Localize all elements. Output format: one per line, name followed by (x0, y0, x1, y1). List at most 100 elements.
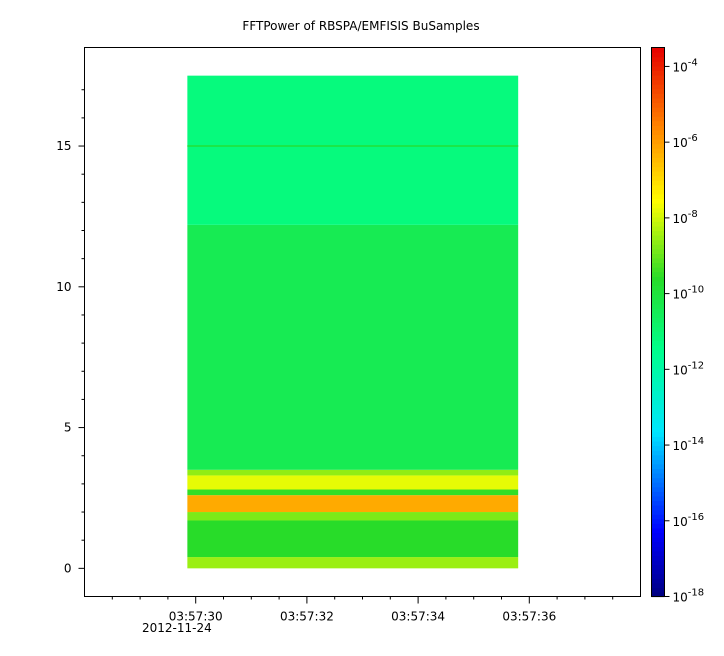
heatmap-band-1 (187, 520, 519, 558)
colorbar-segment (651, 486, 665, 492)
colorbar-segment (651, 56, 665, 62)
colorbar-segment (651, 221, 665, 227)
colorbar-segment (651, 491, 665, 497)
colorbar-segment (651, 125, 665, 131)
colorbar-segment (651, 445, 665, 451)
colorbar-segment (651, 303, 665, 309)
colorbar-segment (651, 381, 665, 387)
colorbar-segment (651, 569, 665, 575)
colorbar-segment (651, 134, 665, 140)
colorbar-segment (651, 514, 665, 520)
colorbar-segment (651, 280, 665, 286)
colorbar-segment (651, 344, 665, 351)
colorbar-segment (651, 349, 665, 355)
colorbar-segment (651, 166, 665, 172)
colorbar-segment (651, 203, 665, 209)
colorbar-segment (651, 459, 665, 465)
colorbar-segment (651, 322, 665, 328)
heatmap-band-6 (187, 469, 519, 476)
colorbar-segment (651, 152, 665, 158)
colorbar-segment (651, 294, 665, 300)
colorbar-segment (651, 193, 665, 200)
colorbar-segment (651, 74, 665, 81)
colorbar-segment (651, 47, 665, 53)
colorbar-segment (651, 61, 665, 67)
colorbar-segment (651, 340, 665, 346)
colorbar-segment (651, 267, 665, 273)
colorbar-segment (651, 358, 665, 364)
colorbar-segment (651, 505, 665, 511)
colorbar-segment (651, 257, 665, 264)
colorbar-segment (651, 139, 665, 145)
colorbar-segment (651, 354, 665, 360)
colorbar-segment (651, 541, 665, 547)
y-tick-label: 15 (56, 139, 71, 153)
colorbar-segment (651, 97, 665, 103)
colorbar-segment (651, 317, 665, 323)
colorbar-segment (651, 372, 665, 378)
colorbar-segment (651, 326, 665, 332)
colorbar-segment (651, 299, 665, 305)
colorbar-tick-label: 10-12 (673, 360, 705, 377)
colorbar-segment (651, 546, 665, 552)
colorbar-segment (651, 537, 665, 543)
colorbar-segment (651, 116, 665, 122)
colorbar-segment (651, 427, 665, 433)
y-axis: 0 5 10 15 (56, 89, 85, 575)
colorbar-segment (651, 390, 665, 396)
colorbar-segment (651, 216, 665, 222)
colorbar-segment (651, 289, 665, 296)
colorbar-segment (651, 171, 665, 177)
colorbar-tick-label: 10-16 (673, 512, 705, 529)
colorbar-segment (651, 93, 665, 99)
colorbar-segment (651, 106, 665, 113)
colorbar-segment (651, 189, 665, 195)
colorbar-segment (651, 367, 665, 373)
colorbar-segment (651, 408, 665, 415)
colorbar-segment (651, 225, 665, 232)
colorbar-frame (651, 47, 665, 597)
colorbar-segment (651, 450, 665, 456)
colorbar-segment (651, 550, 665, 556)
colorbar: 10-4 10-6 10-8 10-10 10-12 10-14 10-16 10-18 (651, 47, 705, 605)
colorbar-segment (651, 79, 665, 85)
x-axis-date-label: 2012-11-24 (142, 621, 212, 635)
colorbar-segment (651, 175, 665, 181)
heatmap-band-8 (187, 75, 519, 225)
colorbar-segment (651, 148, 665, 154)
colorbar-segment (651, 482, 665, 488)
colorbar-segment (651, 184, 665, 190)
colorbar-tick-label: 10-10 (673, 285, 705, 302)
chart-title: FFTPower of RBSPA/EMFISIS BuSamples (242, 19, 479, 33)
colorbar-tick-label: 10-4 (673, 57, 698, 74)
x-tick-label: 03:57:32 (280, 610, 334, 624)
colorbar-segment (651, 436, 665, 442)
colorbar-segment (651, 578, 665, 584)
colorbar-segment (651, 207, 665, 213)
colorbar-segment (651, 555, 665, 561)
colorbar-segment (651, 399, 665, 405)
colorbar-segment (651, 454, 665, 460)
x-tick-label: 03:57:36 (502, 610, 556, 624)
heatmap-band-2 (187, 512, 519, 521)
spectrogram-heatmap (187, 75, 519, 569)
colorbar-segment (651, 276, 665, 282)
colorbar-segment (651, 212, 665, 218)
colorbar-segment (651, 331, 665, 337)
colorbar-tick-label: 10-14 (673, 436, 705, 453)
heatmap-band-7 (187, 224, 519, 470)
colorbar-segment (651, 198, 665, 204)
colorbar-segment (651, 88, 665, 94)
x-axis: 2012-11-24 03:57:30 03:57:32 03:57:34 03:57… (111, 596, 614, 635)
chart-title-group: FFTPower of RBSPA/EMFISIS BuSamples (242, 19, 479, 33)
colorbar-segment (651, 271, 665, 277)
y-tick-label: 5 (64, 421, 72, 435)
colorbar-segment (651, 52, 665, 58)
colorbar-segment (651, 363, 665, 369)
colorbar-segment (651, 591, 665, 598)
colorbar-segment (651, 248, 665, 254)
colorbar-segment (651, 495, 665, 502)
colorbar-segment (651, 395, 665, 401)
colorbar-segment (651, 70, 665, 76)
colorbar-segment (651, 463, 665, 469)
